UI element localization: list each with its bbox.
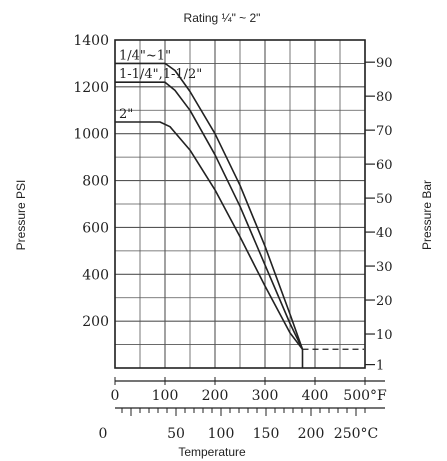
tick-label-bar: 90 — [376, 56, 393, 71]
grid — [114, 39, 366, 369]
tick-label-psi: 200 — [82, 314, 109, 330]
tick-label-fahrenheit: 100 — [152, 388, 179, 404]
chart-title: Rating ¼" ~ 2" — [184, 11, 261, 25]
tick-label-bar: 20 — [376, 294, 393, 309]
tick-label-psi: 600 — [82, 220, 109, 236]
series-label: 2" — [119, 107, 133, 122]
tick-label-celsius: 150 — [253, 426, 280, 442]
tick-label-fahrenheit: 500°F — [343, 388, 387, 404]
tick-label-bar: 80 — [376, 90, 393, 105]
tick-label-psi: 400 — [82, 267, 109, 283]
tick-label-celsius: 200 — [298, 426, 325, 442]
tick-label-fahrenheit: 400 — [302, 388, 329, 404]
tick-label-bar: 60 — [376, 158, 393, 173]
plot-frame — [114, 39, 366, 369]
tick-label-celsius: 250°C — [334, 426, 378, 442]
tick-label-celsius: 50 — [167, 426, 185, 442]
tick-label-bar: 30 — [376, 260, 393, 275]
tick-label-fahrenheit: 200 — [202, 388, 229, 404]
tick-label-bar: 10 — [376, 328, 393, 343]
series-label: 1/4"~1" — [119, 48, 171, 63]
tick-label-bar: 50 — [376, 192, 393, 207]
tick-label-bar: 70 — [376, 124, 393, 139]
tick-label-fahrenheit: 0 — [111, 388, 120, 404]
tick-label-bar: 1 — [376, 359, 384, 374]
axes — [114, 39, 385, 416]
y-axis-label-left: Pressure PSI — [14, 180, 28, 251]
series — [115, 62, 364, 368]
x-axis-label: Temperature — [178, 445, 246, 459]
tick-label-celsius: 100 — [208, 426, 235, 442]
y-axis-label-right: Pressure Bar — [420, 180, 434, 250]
series-labels: 1/4"~1" 1-1/4",1-1/2" 2" — [119, 48, 202, 122]
series-line — [115, 121, 304, 350]
tick-label-psi: 800 — [82, 174, 109, 190]
tick-label-celsius: 0 — [99, 426, 108, 442]
tick-label-psi: 1400 — [73, 33, 109, 49]
tick-label-psi: 1000 — [73, 127, 109, 143]
tick-labels: 1102030405060708090200400600800100012001… — [73, 33, 392, 442]
tick-label-fahrenheit: 300 — [252, 388, 279, 404]
series-label: 1-1/4",1-1/2" — [119, 67, 202, 82]
series-line — [115, 81, 304, 350]
tick-label-psi: 1200 — [73, 80, 109, 96]
series-line — [115, 62, 304, 350]
tick-label-bar: 40 — [376, 226, 393, 241]
